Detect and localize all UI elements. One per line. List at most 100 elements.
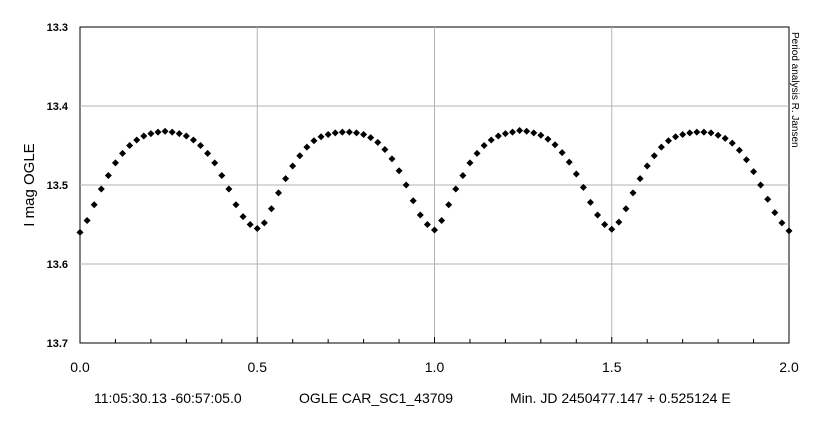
y-tick-label-1: 13.4 — [47, 101, 69, 113]
data-point-84 — [672, 133, 680, 141]
data-point-23 — [239, 213, 247, 221]
data-point-24 — [246, 221, 254, 228]
data-point-78 — [629, 189, 637, 197]
y-tick-label-2: 13.5 — [47, 180, 68, 192]
data-point-19 — [211, 159, 219, 167]
data-point-15 — [182, 132, 190, 140]
data-point-25 — [253, 224, 261, 232]
footer-ephemeris: Min. JD 2450477.147 + 0.525124 E — [510, 390, 731, 406]
data-point-76 — [615, 218, 623, 226]
data-point-81 — [650, 152, 658, 160]
x-axis-ticks — [79, 337, 790, 343]
data-point-88 — [700, 128, 708, 136]
data-point-26 — [260, 219, 268, 227]
data-point-27 — [267, 205, 275, 213]
side-note: Period analysis R. Jansen — [789, 32, 800, 148]
data-point-62 — [516, 126, 524, 134]
data-point-66 — [544, 135, 552, 143]
footer-coordinates: 11:05:30.13 -60:57:05.0 — [94, 390, 242, 406]
data-point-63 — [523, 127, 531, 135]
data-point-95 — [750, 168, 758, 176]
data-point-80 — [643, 162, 651, 170]
data-point-71 — [579, 183, 587, 191]
data-point-16 — [189, 136, 197, 144]
y-tick-label-0: 13.3 — [47, 22, 68, 34]
data-point-100 — [785, 227, 793, 235]
data-point-67 — [551, 141, 559, 149]
data-point-30 — [289, 162, 297, 170]
data-point-2 — [90, 201, 98, 209]
data-point-45 — [395, 167, 403, 175]
data-point-53 — [452, 185, 460, 193]
data-point-79 — [636, 175, 644, 183]
data-point-55 — [466, 159, 474, 167]
data-point-13 — [168, 128, 176, 136]
data-point-94 — [742, 156, 750, 164]
data-point-86 — [686, 129, 694, 137]
y-axis-title: I mag OGLE — [21, 143, 38, 226]
data-point-32 — [303, 143, 311, 151]
data-point-0 — [76, 228, 84, 236]
data-point-65 — [537, 131, 545, 139]
data-point-73 — [594, 211, 602, 219]
data-point-21 — [225, 185, 233, 193]
y-tick-label-3: 13.6 — [47, 259, 68, 271]
grid-lines — [80, 27, 789, 343]
data-point-96 — [757, 181, 765, 189]
data-point-49 — [423, 221, 431, 228]
x-axis-tick-labels: 0.0 0.5 1.0 1.5 2.0 — [70, 359, 799, 375]
data-point-40 — [360, 130, 368, 138]
data-point-77 — [622, 205, 630, 213]
data-point-18 — [204, 149, 212, 157]
data-point-3 — [97, 185, 105, 193]
data-point-83 — [664, 137, 672, 145]
data-point-87 — [693, 128, 701, 136]
data-point-10 — [147, 130, 155, 138]
data-point-20 — [218, 172, 226, 180]
data-point-43 — [381, 145, 389, 153]
data-point-42 — [374, 138, 382, 146]
data-point-33 — [310, 137, 318, 145]
data-points — [76, 126, 793, 236]
x-tick-label-3: 1.5 — [602, 359, 622, 375]
x-tick-label-0: 0.0 — [70, 359, 90, 375]
data-point-51 — [438, 217, 446, 225]
x-tick-label-4: 2.0 — [779, 359, 799, 375]
data-point-8 — [133, 136, 141, 144]
data-point-90 — [714, 131, 722, 139]
data-point-58 — [487, 136, 495, 144]
data-point-99 — [778, 219, 786, 227]
data-point-31 — [296, 152, 304, 160]
data-point-52 — [445, 201, 453, 209]
data-point-98 — [771, 209, 779, 217]
data-point-50 — [431, 226, 438, 234]
data-point-97 — [764, 195, 772, 203]
data-point-69 — [565, 158, 573, 166]
data-point-29 — [282, 175, 290, 183]
data-point-5 — [111, 159, 119, 167]
data-point-82 — [657, 143, 665, 151]
data-point-54 — [459, 172, 467, 180]
data-point-11 — [154, 128, 162, 136]
data-point-56 — [473, 149, 481, 157]
data-point-38 — [345, 128, 353, 136]
data-point-1 — [83, 217, 91, 225]
data-point-35 — [324, 130, 332, 138]
data-point-22 — [232, 201, 240, 209]
data-point-75 — [608, 225, 616, 233]
data-point-34 — [317, 133, 325, 141]
data-point-59 — [494, 132, 502, 140]
data-point-9 — [140, 132, 148, 140]
data-point-47 — [409, 197, 417, 205]
data-point-36 — [331, 129, 339, 137]
data-point-14 — [175, 130, 183, 138]
data-point-46 — [402, 181, 410, 189]
data-point-57 — [480, 142, 488, 149]
data-point-85 — [679, 130, 687, 138]
data-point-4 — [104, 172, 112, 180]
data-point-89 — [707, 129, 715, 137]
x-tick-label-2: 1.0 — [425, 359, 445, 375]
footer-star-id: OGLE CAR_SC1_43709 — [299, 390, 453, 406]
data-point-41 — [367, 134, 375, 142]
data-point-60 — [501, 130, 509, 138]
